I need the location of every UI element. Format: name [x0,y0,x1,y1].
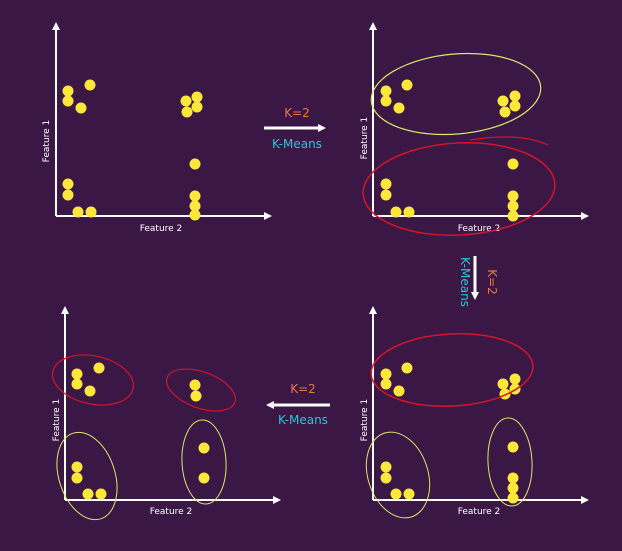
data-point [380,95,392,107]
data-point [84,385,96,397]
data-point [497,378,509,390]
data-point [71,378,83,390]
data-point [403,206,415,218]
method-label: K-Means [272,137,322,151]
data-point [84,79,96,91]
data-point [509,90,521,102]
data-point [191,101,203,113]
cluster-outline-left [365,431,431,519]
cluster-outline-yellow-right [181,419,227,505]
data-point [380,368,392,380]
data-points [380,362,521,504]
k-label: K=2 [485,269,499,295]
data-point [507,158,519,170]
data-point [507,472,519,484]
data-points [62,79,203,221]
arrow-step-3: K=2 K-Means [266,382,330,427]
data-point [507,482,519,494]
data-point [72,206,84,218]
k-label: K=2 [290,382,316,396]
data-point [62,189,74,201]
data-points [71,362,210,500]
data-point [393,385,405,397]
data-point [509,100,521,112]
y-axis-label: Feature 1 [360,117,370,160]
y-axis-label: Feature 1 [360,399,370,442]
data-point [380,189,392,201]
data-point [380,472,392,484]
arrow-step-1: K=2 K-Means [264,106,326,151]
data-point [189,190,201,202]
data-point [380,178,392,190]
data-point [189,158,201,170]
data-point [380,378,392,390]
data-point [71,461,83,473]
data-point [93,362,105,374]
data-point [71,472,83,484]
data-point [198,472,210,484]
method-label: K-Means [278,413,328,427]
data-point [62,85,74,97]
x-axis-label: Feature 2 [458,224,501,234]
cluster-outline-yellow-left [56,431,118,521]
panel-final-clusters: Feature 2 Feature 1 [51,306,281,521]
method-label: K-Means [458,257,472,307]
y-axis-label: Feature 1 [52,399,62,442]
data-point [393,102,405,114]
data-point [189,209,201,221]
data-point [189,200,201,212]
data-point [62,95,74,107]
data-point [390,488,402,500]
k-label: K=2 [284,106,310,120]
data-point [198,442,210,454]
data-point [507,200,519,212]
data-point [62,178,74,190]
data-point [71,368,83,380]
data-point [507,441,519,453]
data-point [95,488,107,500]
data-point [507,492,519,504]
data-point [507,210,519,222]
data-point [497,95,509,107]
cluster-outline-bottom [362,142,556,236]
cluster-outline-right [487,417,533,507]
data-point [75,102,87,114]
data-point [82,488,94,500]
data-point [401,362,413,374]
cluster-outline-red-left [51,354,135,406]
data-point [509,373,521,385]
data-point [190,390,202,402]
data-point [191,91,203,103]
data-points [380,79,521,222]
y-axis-label: Feature 1 [42,120,52,163]
cluster-outline-red-right [166,368,236,412]
data-point [403,488,415,500]
cluster-outline-top [370,52,542,136]
panel-second-split: Feature 2 Feature 1 [360,306,589,519]
data-point [507,190,519,202]
data-point [499,106,511,118]
data-point [390,206,402,218]
x-axis-label: Feature 2 [458,507,501,517]
x-axis-label: Feature 2 [140,224,183,234]
data-point [380,461,392,473]
panel-original-data: Feature 2 Feature 1 [42,22,272,234]
cluster-outline-top [370,333,534,407]
data-point [85,206,97,218]
cluster-outline-stroke [469,136,549,146]
arrow-step-2: K=2 K-Means [458,256,499,307]
data-point [401,79,413,91]
panel-first-split: Feature 2 Feature 1 [360,22,589,236]
data-point [180,95,192,107]
data-point [380,85,392,97]
data-point [189,379,201,391]
x-axis-label: Feature 2 [150,507,193,517]
data-point [181,106,193,118]
